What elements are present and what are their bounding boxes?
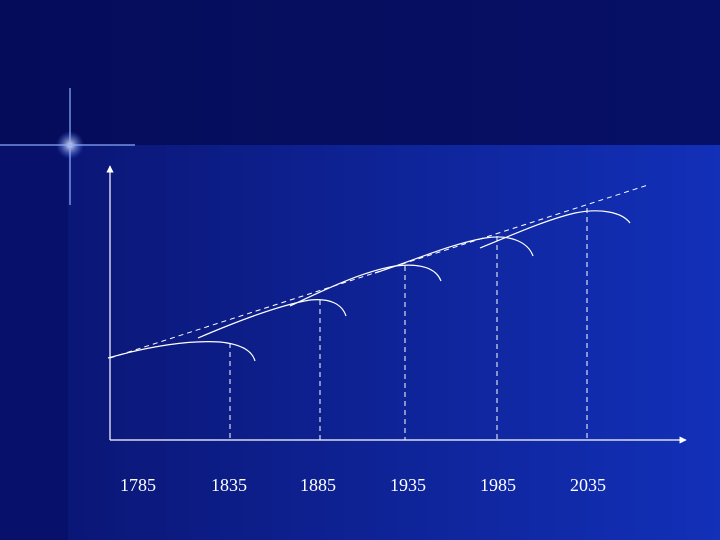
- x-label: 1785: [120, 475, 156, 495]
- sparkle: [0, 88, 135, 205]
- x-labels: 1785 1835 1885 1935 1985 2035: [120, 475, 606, 495]
- x-label: 1935: [390, 475, 426, 495]
- period-markers: [229, 208, 588, 440]
- waves: [107, 210, 631, 362]
- x-label: 2035: [570, 475, 606, 495]
- x-label: 1885: [300, 475, 336, 495]
- x-label: 1835: [211, 475, 247, 495]
- axes: [106, 165, 687, 444]
- top-band: [0, 0, 720, 145]
- x-label: 1985: [480, 475, 516, 495]
- left-band: [0, 145, 68, 540]
